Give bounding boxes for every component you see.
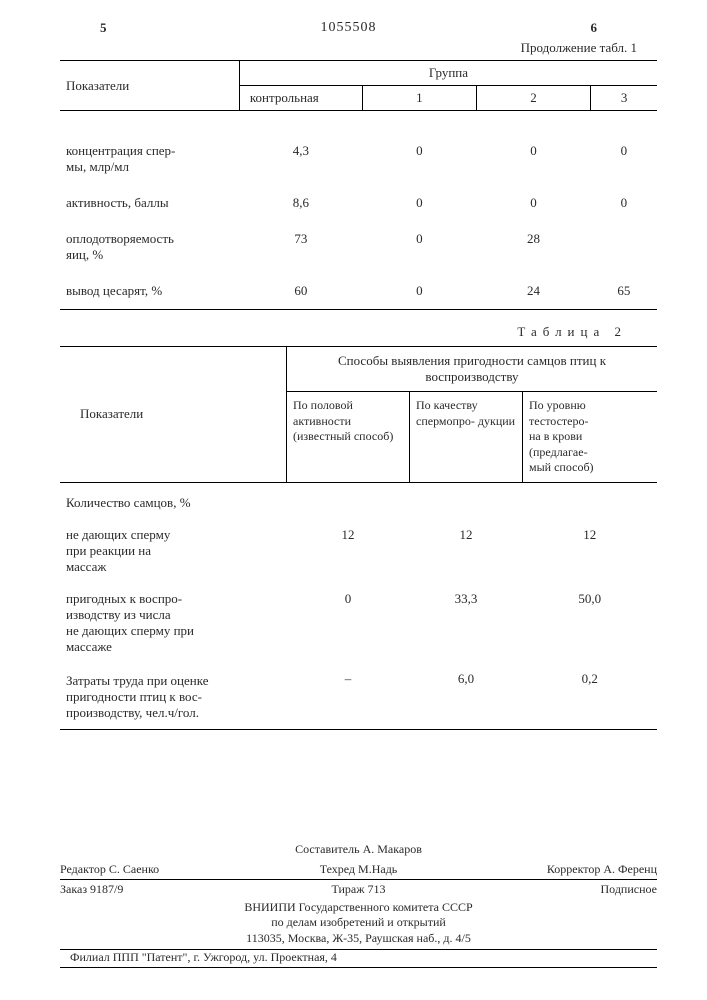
t1-r3-v3: 65 (591, 273, 657, 310)
t2-subhdr-1: По качеству спермопро- дукции (410, 392, 523, 483)
t1-r3-v1: 0 (362, 273, 476, 310)
t1-subhdr-0: контрольная (239, 86, 362, 111)
compiler: Составитель А. Макаров (259, 842, 458, 858)
t2-r1-label: пригодных к воспро- изводству из числа н… (60, 583, 287, 663)
tehred: Техред М.Надь (259, 862, 458, 878)
t1-r2-v2: 28 (476, 221, 590, 273)
t2-r0-v2: 12 (523, 519, 658, 583)
table-2: Показатели Способы выявления пригодности… (60, 346, 657, 730)
t1-r1-v1: 0 (362, 185, 476, 221)
table-row: Затраты труда при оценке пригодности пти… (60, 663, 657, 730)
t2-row-header: Показатели (60, 347, 287, 483)
editor: Редактор С. Саенко (60, 862, 259, 878)
page-col-6: 6 (591, 20, 598, 36)
t1-r1-v0: 8,6 (239, 185, 362, 221)
t2-group-header: Способы выявления пригодности самцов пти… (287, 347, 658, 392)
t2-r0-v1: 12 (410, 519, 523, 583)
t1-r2-v3 (591, 221, 657, 273)
table2-title: Таблица 2 (60, 324, 627, 340)
t1-r2-v1: 0 (362, 221, 476, 273)
header-row: 5 1055508 6 (60, 20, 657, 36)
t1-r3-v0: 60 (239, 273, 362, 310)
table-row: Количество самцов, % (60, 482, 657, 519)
order: Заказ 9187/9 (60, 882, 259, 898)
imprint-block: Составитель А. Макаров Редактор С. Саенк… (60, 840, 657, 968)
table-row: вывод цесарят, % 60 0 24 65 (60, 273, 657, 310)
table-row: активность, баллы 8,6 0 0 0 (60, 185, 657, 221)
t1-r0-v2: 0 (476, 133, 590, 185)
t1-r1-label: активность, баллы (60, 185, 239, 221)
t1-group-header: Группа (239, 61, 657, 86)
doc-number: 1055508 (321, 20, 377, 36)
t2-r1-v0: 0 (287, 583, 410, 663)
t1-row-header: Показатели (60, 61, 239, 111)
table-row: пригодных к воспро- изводству из числа н… (60, 583, 657, 663)
t1-r2-v0: 73 (239, 221, 362, 273)
table-row: оплодотворяемость яиц, % 73 0 28 (60, 221, 657, 273)
t2-r2-v1: 6,0 (410, 663, 523, 730)
t2-r2-v2: 0,2 (523, 663, 658, 730)
address-1: 113035, Москва, Ж-35, Раушская наб., д. … (60, 931, 657, 950)
t1-r0-v0: 4,3 (239, 133, 362, 185)
table-row: не дающих сперму при реакции на массаж 1… (60, 519, 657, 583)
t2-r2-v0: – (287, 663, 410, 730)
t1-r3-label: вывод цесарят, % (60, 273, 239, 310)
tirazh: Тираж 713 (259, 882, 458, 898)
t2-r1-v2: 50,0 (523, 583, 658, 663)
table-row: концентрация спер- мы, млр/мл 4,3 0 0 0 (60, 133, 657, 185)
t1-r1-v2: 0 (476, 185, 590, 221)
t2-section1: Количество самцов, % (60, 482, 657, 519)
corrector: Корректор А. Ференц (458, 862, 657, 878)
t2-r0-label: не дающих сперму при реакции на массаж (60, 519, 287, 583)
t1-subhdr-3: 3 (591, 86, 657, 111)
page-root: 5 1055508 6 Продолжение табл. 1 Показате… (0, 0, 707, 1000)
page-col-5: 5 (100, 20, 107, 36)
t2-subhdr-0: По половой активности (известный способ) (287, 392, 410, 483)
t2-r0-v0: 12 (287, 519, 410, 583)
address-2: Филиал ППП "Патент", г. Ужгород, ул. Про… (60, 950, 657, 969)
t1-r1-v3: 0 (591, 185, 657, 221)
t1-r0-label: концентрация спер- мы, млр/мл (60, 133, 239, 185)
t2-r1-v1: 33,3 (410, 583, 523, 663)
t2-r2-label: Затраты труда при оценке пригодности пти… (60, 663, 287, 730)
t1-r2-label: оплодотворяемость яиц, % (60, 221, 239, 273)
org-line-2: по делам изобретений и открытий (60, 915, 657, 931)
org-line-1: ВНИИПИ Государственного комитета СССР (60, 900, 657, 916)
t1-r3-v2: 24 (476, 273, 590, 310)
t2-subhdr-2: По уровню тестостеро- на в крови (предла… (523, 392, 658, 483)
t1-r0-v3: 0 (591, 133, 657, 185)
t1-subhdr-1: 1 (362, 86, 476, 111)
continuation-label: Продолжение табл. 1 (60, 40, 637, 56)
podpisnoe: Подписное (458, 882, 657, 898)
t1-subhdr-2: 2 (476, 86, 590, 111)
table-1: Показатели Группа контрольная 1 2 3 конц… (60, 60, 657, 310)
t1-r0-v1: 0 (362, 133, 476, 185)
